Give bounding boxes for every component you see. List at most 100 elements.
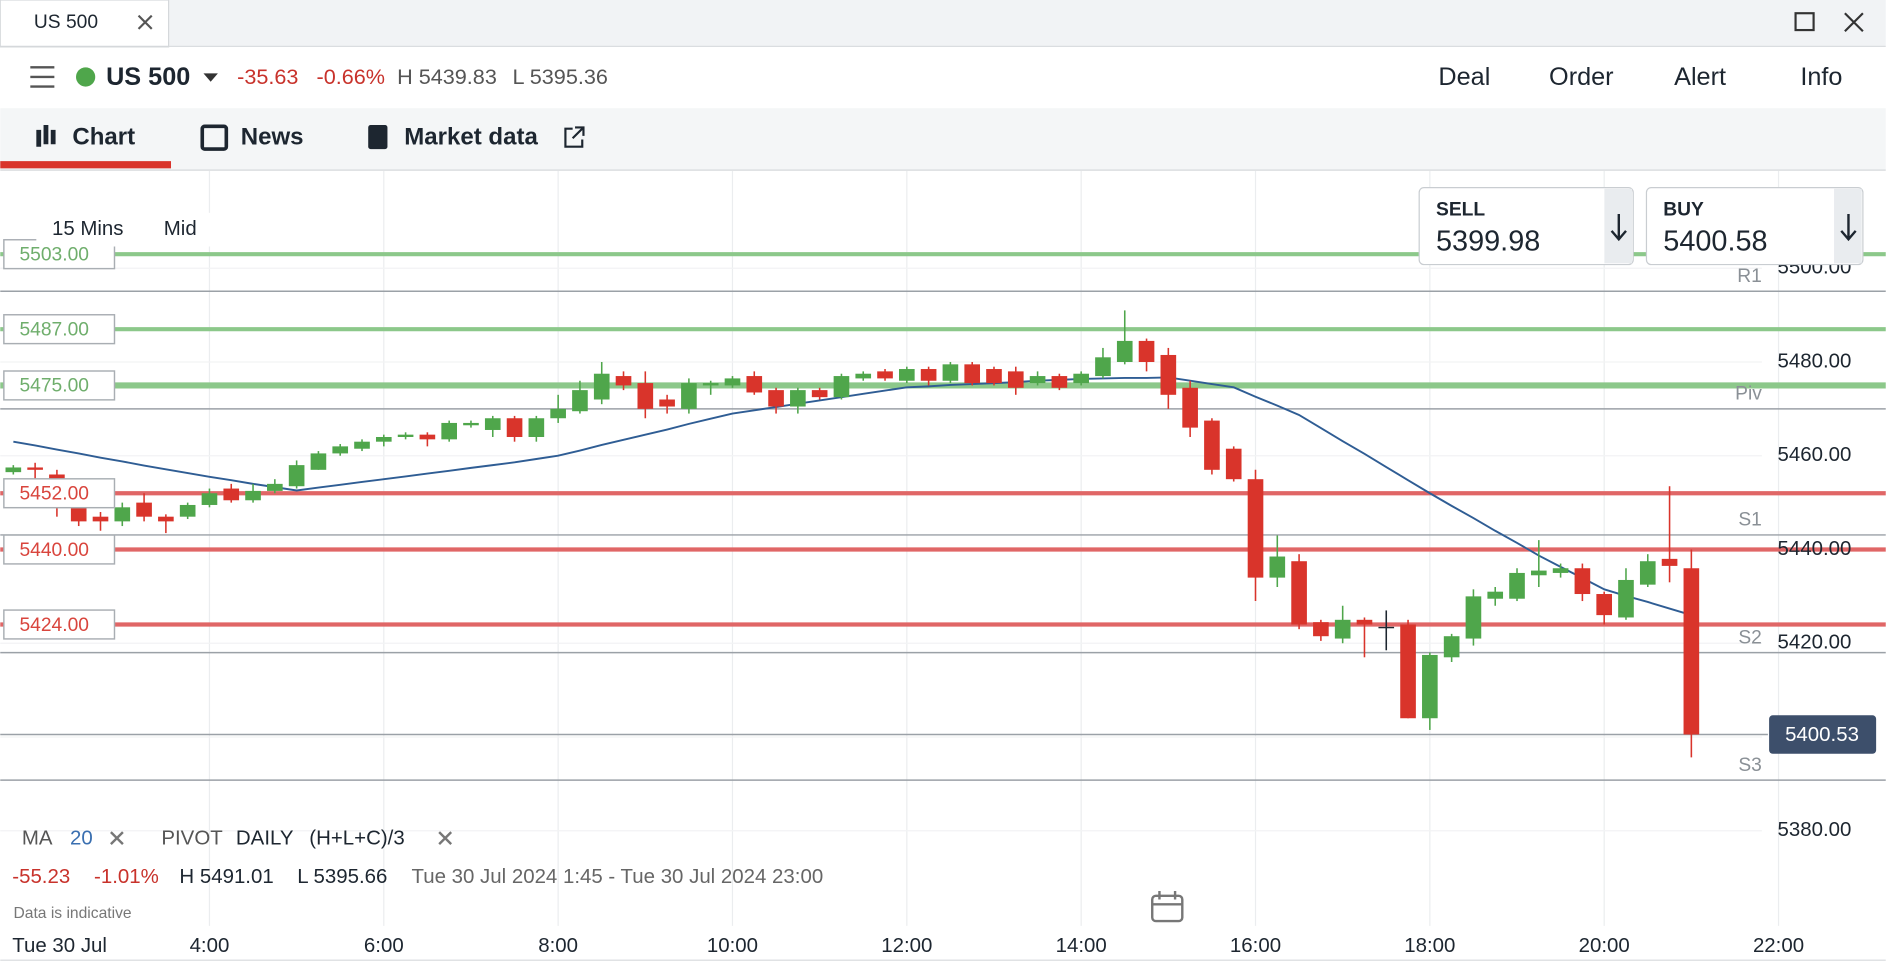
dropdown-caret[interactable]: [203, 73, 218, 82]
price-type[interactable]: Mid: [164, 217, 197, 240]
action[interactable]: Alert: [1674, 63, 1726, 91]
candle-body: [267, 483, 283, 491]
candle-body: [179, 504, 196, 517]
arrow-down: [1840, 214, 1857, 242]
candle-body: [1116, 340, 1133, 362]
level-label-box: [3, 314, 116, 345]
candle-body: [92, 516, 109, 522]
candle-body: [1639, 561, 1656, 585]
remove-icon[interactable]: [438, 831, 453, 845]
y-tick-label: 5440.00: [1778, 537, 1852, 560]
candle-body: [375, 436, 392, 442]
candle-body: [1618, 579, 1634, 618]
candle-body: [1007, 371, 1024, 388]
pivot-period: DAILY: [236, 827, 294, 850]
candle-body: [964, 364, 981, 384]
candle-body: [397, 434, 414, 437]
tab-title: US 500: [34, 12, 98, 33]
market-data-icon: [368, 125, 388, 150]
last-price-tag: [1769, 715, 1877, 754]
buy-price: 5400.58: [1663, 226, 1767, 258]
y-tick-label: 5460.00: [1778, 443, 1852, 466]
buy-box-bg[interactable]: [1645, 186, 1864, 266]
candle-body: [1356, 619, 1373, 625]
x-tick-label: 16:00: [1230, 934, 1281, 957]
candle-body: [1400, 624, 1416, 719]
candle-body: [746, 376, 763, 393]
candle-body: [70, 507, 87, 522]
calendar-icon[interactable]: [1151, 891, 1184, 923]
change-pct: -0.66%: [317, 64, 386, 89]
candle-body: [1465, 596, 1482, 639]
candle-body: [506, 418, 523, 437]
candle-body: [1225, 448, 1242, 480]
close-icon[interactable]: [1844, 12, 1864, 33]
candle-body: [1204, 420, 1220, 470]
summary-change: -55.23: [12, 865, 70, 888]
candle-body: [1530, 570, 1547, 576]
maximize-icon[interactable]: [1794, 12, 1815, 32]
summary-range: Tue 30 Jul 2024 1:45 - Tue 30 Jul 2024 2…: [412, 865, 824, 888]
candle-body: [5, 467, 22, 473]
candle-body: [27, 467, 43, 470]
tab-close[interactable]: [137, 14, 153, 30]
candle-body: [288, 465, 305, 487]
news-icon: [200, 124, 229, 151]
menu-icon[interactable]: [30, 66, 55, 88]
summary-change-pct: -1.01%: [94, 865, 159, 888]
ma-line: [13, 376, 1692, 616]
tab-bar: [0, 0, 1886, 46]
candle-body: [1552, 568, 1569, 573]
ma-period[interactable]: 20: [70, 827, 93, 850]
x-tick-label: 8:00: [538, 934, 578, 957]
external-icon: [564, 126, 585, 148]
candle-body: [1596, 594, 1613, 616]
last-price-label: 5400.53: [1785, 723, 1859, 746]
candle-body: [114, 507, 131, 522]
candle-body: [615, 376, 632, 386]
chart: 5503.00 5487.00 5475.00 5452.00 5440.00 5424.…: [0, 170, 1886, 957]
level-label-box: [3, 534, 116, 565]
candle-body: [899, 369, 915, 381]
calendar-frame[interactable]: [1151, 894, 1184, 923]
candle-body: [1095, 357, 1111, 377]
buy-box[interactable]: BUY 5400.58: [1645, 186, 1864, 266]
nav-tab[interactable]: Chart: [72, 124, 135, 151]
level-label: 5440.00: [19, 540, 88, 561]
sell-box[interactable]: SELL 5399.98: [1418, 186, 1634, 266]
candle-body: [310, 453, 327, 470]
pivot-formula: (H+L+C)/3: [309, 827, 404, 850]
nav-tab[interactable]: Market data: [404, 124, 538, 151]
pivot-label: S3: [1738, 755, 1762, 776]
x-tick-label: 18:00: [1404, 934, 1455, 957]
low: L 5395.36: [513, 64, 608, 89]
summary-low: L 5395.66: [297, 865, 387, 888]
candle-body: [354, 441, 370, 449]
candle-body: [1138, 340, 1155, 362]
y-tick-label: 5480.00: [1778, 349, 1852, 372]
action[interactable]: Order: [1549, 63, 1614, 91]
x-tick-label: 14:00: [1056, 934, 1107, 957]
pivot-label: S1: [1738, 510, 1762, 531]
nav-tab[interactable]: News: [241, 124, 304, 151]
buy-label: BUY: [1663, 200, 1704, 221]
tab[interactable]: [0, 0, 170, 48]
interval[interactable]: 15 Mins: [52, 217, 124, 240]
high: H 5439.83: [397, 64, 497, 89]
x-tick-label: 20:00: [1579, 934, 1630, 957]
instrument[interactable]: US 500: [106, 63, 190, 91]
candle-body: [855, 373, 872, 379]
sell-box-bg[interactable]: [1418, 186, 1634, 266]
nav-bar: [0, 108, 1886, 170]
chart-icon: [36, 125, 56, 147]
y-tick-label: 5420.00: [1778, 631, 1852, 654]
level-label: 5452.00: [19, 484, 88, 505]
calendar-lines: [1152, 891, 1183, 906]
summary-high: H 5491.01: [179, 865, 273, 888]
remove-icon[interactable]: [110, 831, 124, 845]
x-tick-label: 22:00: [1753, 934, 1804, 957]
action[interactable]: Deal: [1438, 63, 1490, 91]
candle-body: [1661, 558, 1678, 566]
candle-body: [1683, 568, 1700, 735]
action[interactable]: Info: [1800, 63, 1842, 91]
